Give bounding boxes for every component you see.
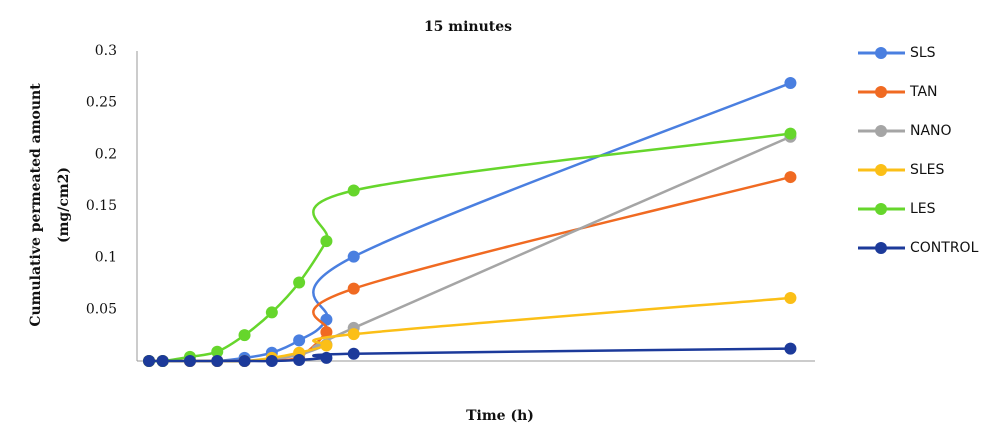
data-point — [347, 347, 360, 360]
data-point — [143, 355, 156, 367]
y-axis-label: Cumulative permeated amount (mg/cm2) — [28, 83, 72, 327]
legend-marker — [875, 86, 887, 98]
data-point — [347, 250, 360, 263]
y-tick-label: 0.2 — [95, 146, 117, 162]
series-line — [148, 132, 791, 363]
legend-marker — [875, 164, 887, 176]
legend-label: SLES — [910, 162, 945, 178]
data-point — [347, 184, 360, 197]
data-point — [265, 306, 278, 319]
data-point — [784, 127, 797, 140]
data-point — [320, 235, 333, 248]
y-tick-label: 0.1 — [95, 250, 117, 266]
data-point — [293, 276, 306, 289]
data-point — [784, 291, 797, 304]
y-tick-label: 0.15 — [86, 198, 117, 214]
data-point — [347, 282, 360, 295]
legend-label: CONTROL — [910, 240, 979, 256]
legend-label: LES — [910, 201, 936, 217]
series-line — [149, 81, 791, 363]
chart-title: 15 minutes — [424, 19, 512, 35]
data-point — [784, 77, 797, 90]
legend-label: TAN — [909, 84, 938, 100]
data-point — [320, 326, 333, 339]
x-axis-label: Time (h) — [466, 408, 534, 424]
data-point — [320, 351, 333, 364]
data-point — [320, 339, 333, 352]
series-line — [149, 135, 791, 363]
data-point — [156, 355, 169, 367]
data-point — [347, 328, 360, 341]
legend-marker — [875, 242, 887, 254]
data-point — [211, 345, 224, 358]
y-tick-label: 0.3 — [95, 43, 117, 59]
data-point — [265, 355, 278, 367]
data-point — [211, 355, 224, 367]
y-axis-label-line: Cumulative permeated amount — [28, 83, 44, 327]
data-point — [238, 355, 251, 367]
data-point — [238, 329, 251, 342]
legend-marker — [875, 47, 887, 59]
y-tick-label: 0.05 — [86, 301, 117, 317]
y-axis-label-line: (mg/cm2) — [56, 167, 72, 243]
legend-label: SLS — [910, 45, 936, 61]
legend-label: NANO — [910, 123, 952, 139]
data-point — [784, 171, 797, 184]
data-point — [183, 355, 196, 367]
data-point — [293, 334, 306, 347]
y-tick-label: 0.25 — [86, 95, 117, 111]
data-point — [784, 342, 797, 355]
legend-marker — [875, 125, 887, 137]
data-point — [293, 353, 306, 366]
legend-marker — [875, 203, 887, 215]
